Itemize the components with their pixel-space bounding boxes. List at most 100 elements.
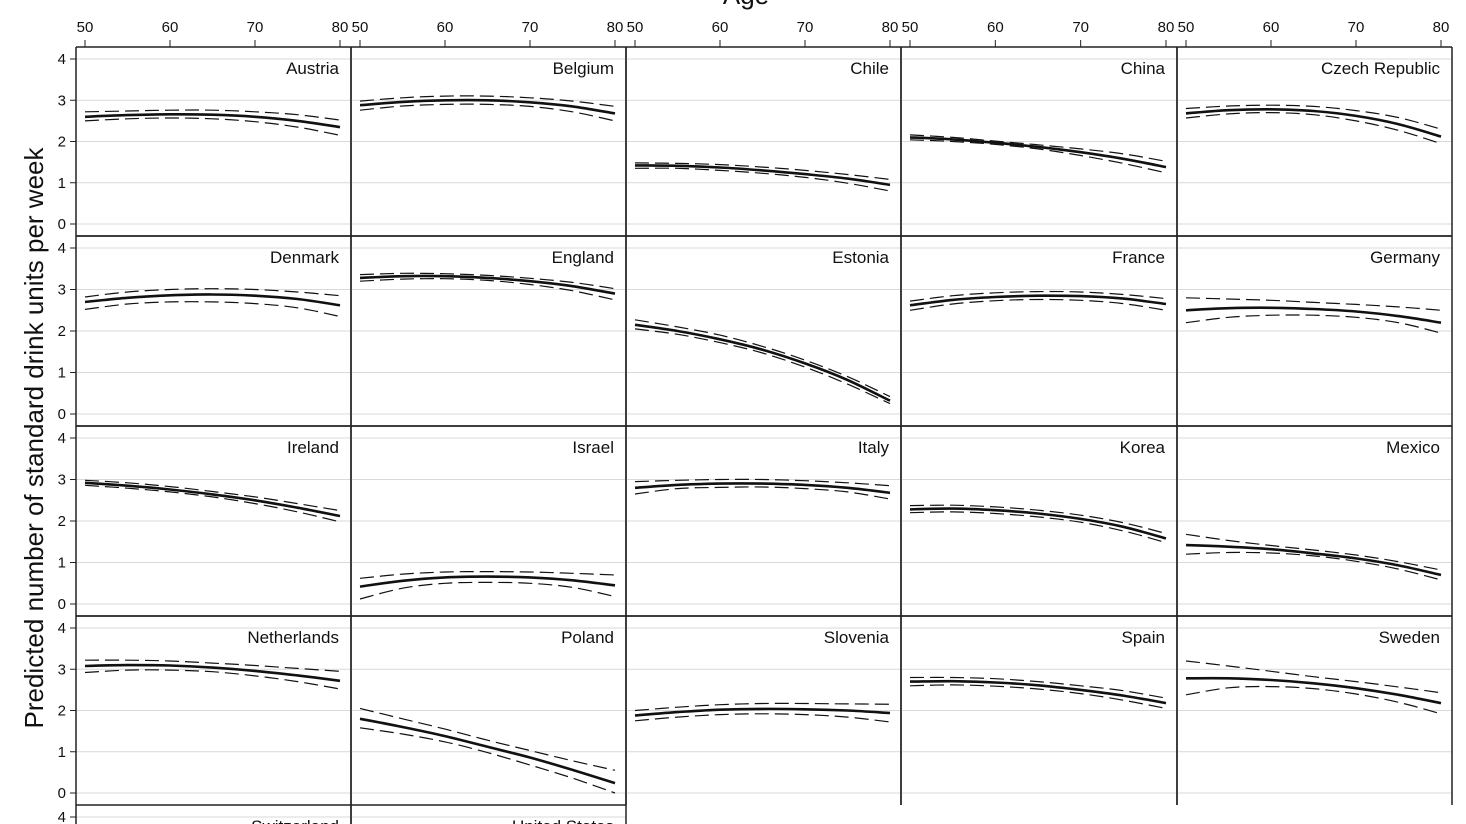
estimate-line [359,717,616,785]
ci-lower-line [1185,314,1442,334]
y-tick-label: 3 [58,92,66,109]
x-tick-label: 60 [1263,19,1280,36]
ci-upper-line [909,504,1167,535]
y-tick-label: 1 [58,175,66,192]
ci-lower-line [1185,685,1442,715]
panel-title: Czech Republic [1321,59,1441,78]
estimate-line [1185,543,1442,577]
x-tick-label: 50 [352,19,369,36]
panel-title: Germany [1370,248,1440,267]
y-tick-label: 2 [58,513,66,530]
y-tick-label: 2 [58,323,66,340]
panel-title: Chile [850,59,889,78]
ci-upper-line [1185,297,1442,311]
x-tick-label: 70 [1348,19,1365,36]
ci-lower-line [909,139,1167,174]
panel-title: England [552,248,614,267]
y-tick-label: 0 [58,596,66,613]
y-tick-label: 3 [58,282,66,299]
y-tick-label: 3 [58,472,66,489]
panel-title: Italy [858,438,890,457]
ci-lower-line [359,727,616,794]
y-tick-label: 1 [58,365,66,382]
panel-title: Austria [286,59,339,78]
estimate-line [84,293,341,307]
y-tick-label: 1 [58,744,66,761]
x-tick-label: 80 [332,19,349,36]
estimate-line [1185,107,1442,138]
ci-upper-line [634,478,891,487]
ci-lower-line [359,103,616,122]
ci-upper-line [84,288,341,298]
ci-upper-line [909,290,1167,302]
ci-lower-line [84,484,341,523]
x-tick-label: 60 [162,19,179,36]
estimate-line [909,136,1167,169]
x-tick-label: 80 [882,19,899,36]
ci-lower-line [634,713,891,723]
ci-upper-line [359,95,616,107]
x-tick-label: 70 [247,19,264,36]
panel-title: Spain [1122,628,1165,647]
ci-upper-line [1185,533,1442,571]
y-tick-label: 4 [58,240,66,257]
ci-upper-line [634,162,891,180]
estimate-line [634,482,891,495]
y-tick-label: 2 [58,134,66,151]
x-tick-label: 70 [1072,19,1089,36]
x-axis-title: Age [723,0,769,10]
ci-upper-line [634,702,891,712]
ci-upper-line [84,479,341,512]
ci-upper-line [359,272,616,290]
estimate-line [634,164,891,187]
panel-title: Switzerland [251,817,339,824]
ci-upper-line [84,109,341,121]
ci-lower-line [1185,551,1442,581]
ci-upper-line [84,659,341,672]
x-tick-label: 60 [712,19,729,36]
panel-title: France [1112,248,1165,267]
ci-lower-line [84,669,341,690]
panel-title: Ireland [287,438,339,457]
ci-lower-line [634,328,891,405]
ci-lower-line [84,301,341,318]
ci-lower-line [634,486,891,500]
ci-lower-line [359,278,616,301]
panel-title: Denmark [270,248,339,267]
estimate-line [84,663,341,683]
x-tick-label: 80 [1158,19,1175,36]
y-tick-label: 1 [58,555,66,572]
panel-title: Israel [572,438,614,457]
panel-title: Sweden [1379,628,1440,647]
estimate-line [84,481,341,518]
x-tick-label: 50 [1178,19,1195,36]
estimate-line [634,707,891,717]
ci-upper-line [634,319,891,398]
x-tick-label: 60 [437,19,454,36]
panel-title: Estonia [832,248,889,267]
estimate-line [634,323,891,402]
y-tick-label: 4 [58,430,66,447]
panel-title: Korea [1120,438,1166,457]
x-tick-label: 50 [77,19,94,36]
panel-title: Mexico [1386,438,1440,457]
ci-upper-line [359,707,616,771]
panel-title: Poland [561,628,614,647]
estimate-line [359,274,616,295]
panel-title: United States [512,817,614,824]
y-tick-label: 4 [58,51,66,68]
panel-title: Netherlands [247,628,339,647]
ci-lower-line [84,117,341,136]
ci-upper-line [359,571,616,579]
panel-labels: 50 60 70 80 50 60 70 80 50 60 70 80 50 60 70 80 50 60 70 80… [58,19,1450,824]
ci-lower-line [909,298,1167,311]
estimate-line [1185,676,1442,705]
x-tick-label: 60 [987,19,1004,36]
y-tick-label: 0 [58,406,66,423]
x-tick-label: 80 [607,19,624,36]
panel-curves [84,95,1442,794]
ci-upper-line [909,134,1167,162]
ci-lower-line [909,684,1167,709]
ci-lower-line [359,581,616,600]
